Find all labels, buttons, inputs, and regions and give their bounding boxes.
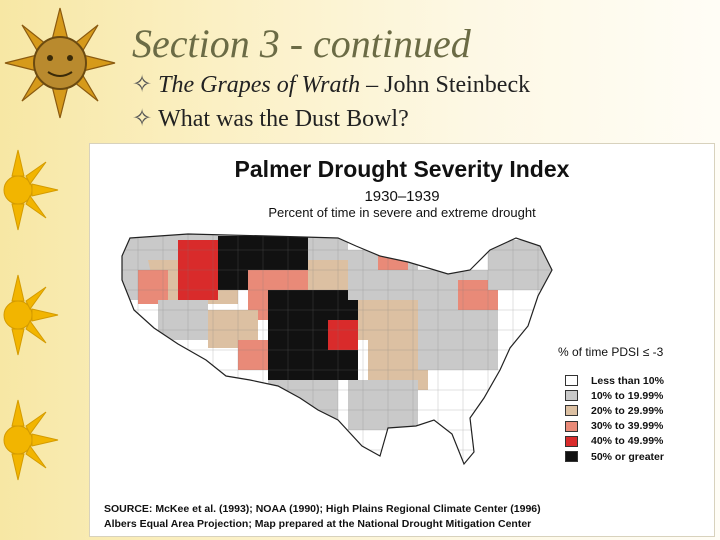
- us-drought-map: [121, 233, 553, 466]
- legend-item: 30% to 39.99%: [565, 419, 664, 434]
- bullet-grapes-of-wrath: ✧ The Grapes of Wrath – John Steinbeck: [132, 70, 530, 99]
- legend-label: 40% to 49.99%: [591, 435, 664, 448]
- legend-label: 20% to 29.99%: [591, 404, 664, 417]
- map-years: 1930–1939: [364, 188, 440, 205]
- drought-map-figure: Palmer Drought Severity Index 1930–1939 …: [90, 144, 714, 536]
- sunburst-icon: [3, 149, 59, 481]
- bullet-text: – John Steinbeck: [360, 72, 531, 98]
- bullet-text: What was the Dust Bowl?: [158, 106, 409, 132]
- legend-swatch: [565, 435, 578, 447]
- map-source: SOURCE: McKee et al. (1993); NOAA (1990)…: [104, 502, 541, 532]
- legend-swatch: [565, 405, 578, 417]
- legend-label: 50% or greater: [591, 450, 664, 463]
- map-legend: Less than 10% 10% to 19.99% 20% to 29.99…: [565, 373, 664, 464]
- sun-decoration: [3, 7, 116, 481]
- legend-swatch: [565, 451, 578, 463]
- book-title: The Grapes of Wrath: [158, 72, 361, 98]
- map-subtitle: Percent of time in severe and extreme dr…: [268, 205, 536, 220]
- bullet-dust-bowl: ✧ What was the Dust Bowl?: [132, 104, 409, 133]
- legend-item: 50% or greater: [565, 449, 664, 464]
- bullet-star-icon: ✧: [132, 72, 153, 98]
- legend-swatch: [565, 375, 578, 387]
- bullet-star-icon: ✧: [132, 106, 153, 132]
- legend-label: 30% to 39.99%: [591, 420, 664, 433]
- legend-swatch: [565, 390, 578, 402]
- source-line: Albers Equal Area Projection; Map prepar…: [104, 518, 532, 530]
- legend-swatch: [565, 420, 578, 432]
- legend-title: % of time PDSI ≤ -3: [558, 345, 664, 359]
- map-title: Palmer Drought Severity Index: [234, 156, 570, 182]
- legend-item: 40% to 49.99%: [565, 434, 664, 449]
- legend-item: 20% to 29.99%: [565, 403, 664, 418]
- legend-label: 10% to 19.99%: [591, 389, 664, 402]
- sun-face-icon: [4, 7, 116, 119]
- legend-item: Less than 10%: [565, 373, 664, 388]
- legend-label: Less than 10%: [591, 374, 664, 387]
- source-line: SOURCE: McKee et al. (1993); NOAA (1990)…: [104, 503, 541, 515]
- slide-title: Section 3 - continued: [132, 21, 471, 66]
- legend-item: 10% to 19.99%: [565, 388, 664, 403]
